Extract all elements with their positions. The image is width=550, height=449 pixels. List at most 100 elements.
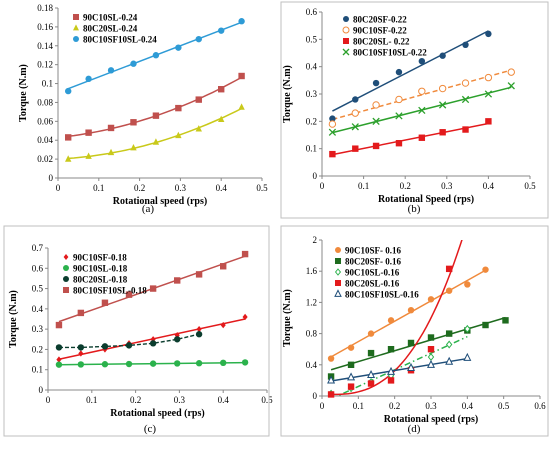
data-point (195, 125, 202, 132)
legend-label: 80C10SF10SL-0.22 (353, 48, 427, 58)
legend-label: 90C10SL-0.18 (73, 264, 128, 274)
y-tick-label: 0.6 (306, 7, 318, 17)
legend-marker (342, 26, 350, 34)
data-point (445, 356, 454, 365)
legend-label: 90C10SF-0.18 (73, 253, 127, 263)
data-point (218, 115, 225, 123)
data-point (149, 360, 157, 367)
data-point (85, 75, 92, 83)
x-tick-label: 0.2 (389, 401, 400, 411)
series-markers-1 (329, 30, 492, 122)
legend-label: 80C20SL-0.16 (345, 279, 400, 289)
data-point (241, 250, 249, 258)
legend-marker (334, 268, 342, 276)
panel-label: (b) (408, 203, 421, 215)
legend-marker (73, 36, 79, 42)
panel-label: (a) (142, 203, 155, 215)
y-axis-label: Torque (N.m) (8, 290, 19, 348)
data-point (367, 349, 375, 357)
legend-marker (334, 289, 342, 297)
data-point (347, 344, 355, 351)
series-3 (335, 335, 468, 396)
trendline (68, 76, 242, 138)
data-point (329, 115, 336, 122)
data-point (438, 101, 447, 109)
y-tick-label: 0.18 (37, 3, 53, 13)
data-point (439, 52, 446, 59)
y-tick-label: 0 (313, 171, 318, 181)
data-point (77, 309, 85, 317)
series-4 (331, 240, 463, 396)
data-point (220, 359, 227, 367)
data-point (461, 95, 470, 104)
x-tick-label: 0.5 (256, 183, 268, 193)
x-tick-label: 0.4 (483, 181, 495, 191)
legend-marker (63, 276, 69, 282)
x-tick-label: 0.3 (441, 181, 453, 191)
data-point (238, 103, 245, 110)
panel-border (3, 225, 270, 437)
x-tick-label: 0.3 (425, 401, 437, 411)
data-point (462, 41, 469, 48)
data-point (407, 339, 415, 347)
data-point (484, 90, 493, 98)
legend-item: 80C20SL-0.16 (335, 279, 400, 289)
legend-label: 80C20SL-0.18 (73, 275, 128, 285)
legend-item: 90C10SL-0.16 (334, 268, 400, 278)
data-point (418, 134, 426, 141)
y-tick-label: 0.1 (306, 144, 317, 154)
y-tick-label: 0.16 (37, 22, 53, 32)
data-point (218, 86, 225, 93)
data-point (56, 356, 62, 363)
data-point (241, 359, 249, 366)
panel-border (280, 1, 549, 219)
y-tick-label: 1.2 (306, 297, 317, 307)
x-tick-label: 0.6 (534, 401, 546, 411)
data-point (462, 126, 469, 133)
x-axis-label: Rotational speed (rps) (113, 196, 207, 207)
data-point (395, 68, 403, 76)
legend-label: 90C10SL-0.16 (345, 268, 400, 278)
x-tick-label: 0.5 (498, 401, 510, 411)
y-tick-label: 0.3 (32, 324, 44, 334)
data-point (78, 350, 84, 357)
panel-label: (c) (144, 423, 157, 435)
x-axis-label: Rotational speed (rps) (384, 414, 478, 425)
data-point (352, 145, 359, 152)
y-tick-label: 0.06 (37, 116, 53, 126)
data-point (387, 366, 396, 375)
data-point (427, 346, 435, 353)
y-tick-label: 0 (39, 385, 44, 395)
data-point (238, 18, 245, 25)
data-point (327, 355, 335, 362)
data-point (174, 360, 181, 367)
x-tick-label: 0.5 (524, 181, 536, 191)
y-axis-label: Torque (N.m) (282, 289, 293, 347)
data-point (125, 291, 133, 298)
trendline (331, 240, 463, 396)
data-point (372, 117, 380, 125)
data-point (502, 317, 509, 324)
chart-panel-1: 0 0.1 0.2 0.3 0.4 0.5 0 0.02 0.04 0.06 0.08 0.1 0.12… (18, 3, 268, 215)
legend-label: 90C10SL-0.24 (83, 13, 138, 23)
legend-marker (335, 280, 341, 286)
x-tick-label: 0.4 (216, 183, 228, 193)
legend: 90C10SF-0.1890C10SL-0.1880C20SL-0.1880C1… (63, 253, 147, 296)
series-markers-2 (327, 317, 509, 380)
x-tick-label: 0.1 (86, 395, 97, 405)
data-point (438, 84, 447, 93)
data-point (65, 155, 72, 162)
x-tick-label: 0 (46, 395, 51, 405)
trendline (330, 357, 468, 382)
x-tick-label: 0.1 (93, 183, 104, 193)
chart-panel-2: 0 0.1 0.2 0.3 0.4 0.5 0 0.1 0.2 0.3 0.4 0.5 0.6 Rotat… (282, 7, 536, 215)
series-markers-1 (56, 313, 248, 363)
data-point (407, 363, 416, 372)
data-point (327, 391, 335, 398)
y-axis-label: Torque (N.m) (282, 65, 293, 123)
data-point (395, 140, 403, 147)
y-tick-label: 0.5 (32, 284, 44, 294)
data-point (130, 143, 137, 151)
